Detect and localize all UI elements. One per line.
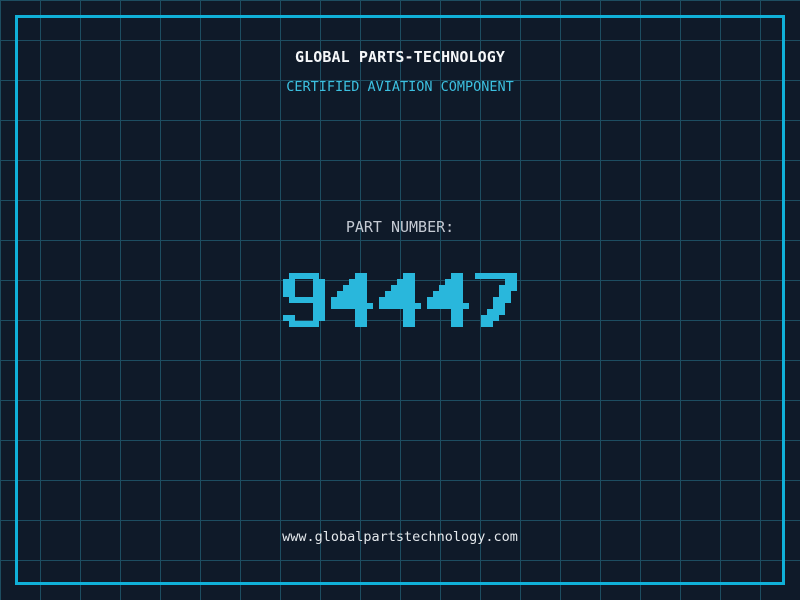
part-number-label: PART NUMBER: [345, 218, 455, 236]
part-number-digit [475, 273, 517, 327]
part-number-digit [379, 273, 421, 327]
page-subtitle: CERTIFIED AVIATION COMPONENT [286, 79, 514, 95]
part-number-digit [331, 273, 373, 327]
frame-border [15, 15, 785, 585]
footer-url: www.globalpartstechnology.com [282, 529, 518, 545]
part-number-digit [283, 273, 325, 327]
part-number-digit [427, 273, 469, 327]
part-number-display [0, 273, 800, 327]
page-title: GLOBAL PARTS-TECHNOLOGY [294, 48, 505, 66]
